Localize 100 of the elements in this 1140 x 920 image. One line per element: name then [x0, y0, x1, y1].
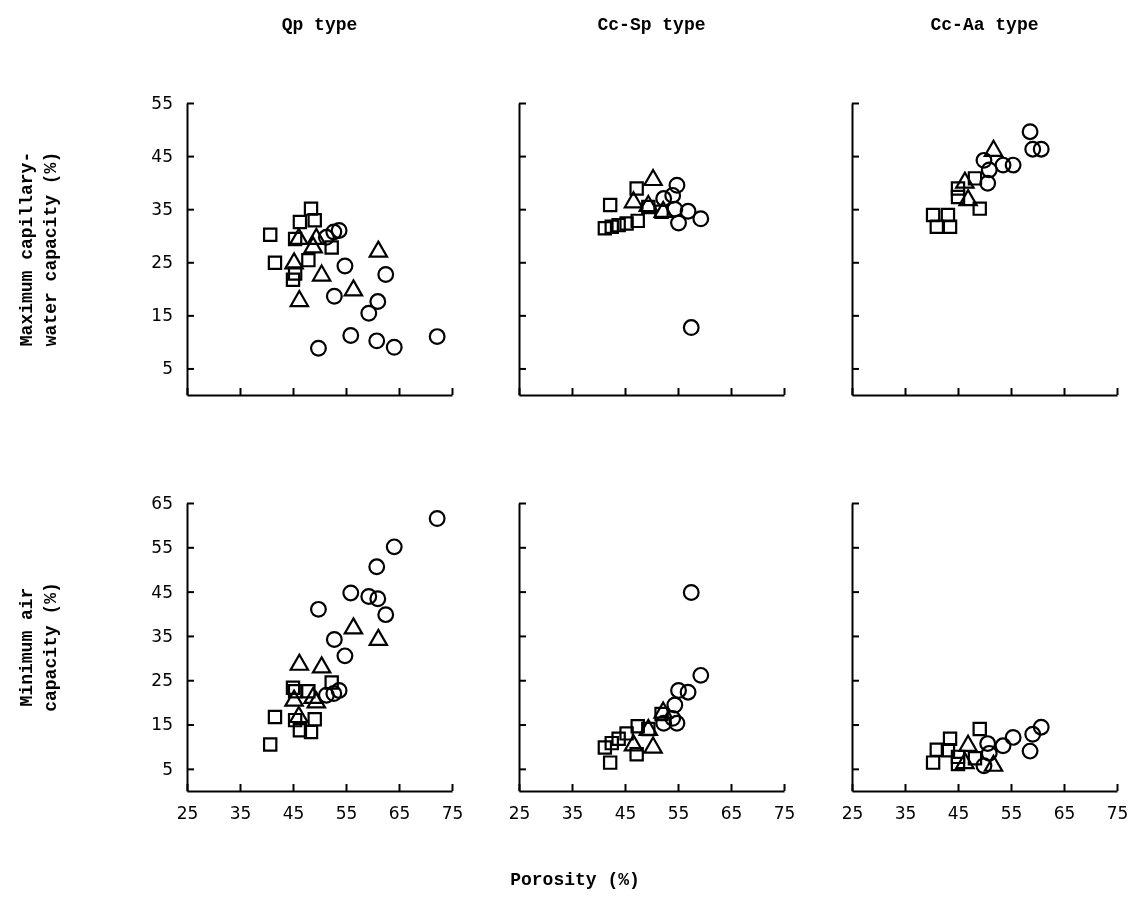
- point: [980, 744, 998, 762]
- point: [668, 176, 686, 194]
- point: [285, 272, 301, 288]
- x-tick-label: 35: [561, 803, 584, 824]
- x-tick-label: 65: [720, 803, 743, 824]
- point: [377, 606, 395, 624]
- point: [664, 186, 682, 204]
- point: [428, 510, 446, 527]
- point: [342, 584, 360, 602]
- point: [324, 675, 339, 690]
- y-tick-label: 25: [151, 670, 173, 691]
- point: [262, 737, 278, 752]
- point: [967, 750, 983, 766]
- point: [655, 190, 673, 208]
- point: [602, 197, 618, 213]
- point: [692, 210, 710, 228]
- point: [307, 712, 322, 727]
- y-tick-label: 55: [151, 537, 173, 558]
- point: [1021, 123, 1039, 141]
- point: [287, 712, 303, 728]
- point: [611, 731, 626, 746]
- point: [940, 743, 956, 758]
- point: [307, 213, 322, 228]
- point: [1032, 718, 1050, 736]
- x-tick-label: 65: [1053, 803, 1076, 824]
- point: [369, 590, 387, 608]
- point: [377, 266, 395, 283]
- point: [655, 714, 673, 732]
- y-tick-label: 35: [151, 625, 173, 646]
- chart-title: Qp type: [281, 15, 358, 35]
- x-axis-title: Porosity (%): [510, 870, 640, 890]
- x-tick-label: 35: [229, 803, 252, 824]
- point: [267, 709, 283, 725]
- x-tick-label: 75: [441, 803, 464, 824]
- point: [292, 723, 308, 738]
- x-tick-label: 25: [176, 803, 199, 824]
- y-axis-title: Minimum air capacity (%): [17, 582, 61, 712]
- point: [262, 227, 278, 242]
- y-axis-title: Maximum capillary-water capacity (%): [17, 151, 61, 347]
- y-tick-label: 55: [151, 92, 173, 113]
- point: [360, 304, 378, 322]
- point: [360, 588, 378, 605]
- y-tick-label: 25: [151, 252, 173, 273]
- point: [325, 223, 343, 241]
- x-tick-label: 75: [773, 803, 796, 824]
- point: [1024, 725, 1042, 743]
- point: [385, 538, 403, 556]
- point: [611, 217, 626, 233]
- point: [604, 219, 619, 234]
- point: [292, 214, 308, 230]
- point: [303, 201, 319, 216]
- point: [369, 293, 387, 310]
- point: [602, 755, 618, 770]
- x-tick-label: 55: [667, 803, 690, 824]
- point: [330, 221, 348, 239]
- point: [629, 181, 644, 196]
- point: [972, 721, 987, 737]
- point: [972, 201, 987, 216]
- point: [301, 252, 316, 268]
- point: [285, 680, 301, 695]
- point: [679, 202, 697, 220]
- point: [942, 731, 958, 746]
- point: [325, 631, 343, 648]
- point: [692, 666, 710, 684]
- point: [975, 151, 993, 169]
- point: [670, 681, 687, 699]
- point: [303, 724, 319, 740]
- point: [666, 200, 684, 218]
- point: [664, 709, 682, 727]
- point: [979, 174, 997, 192]
- x-tick-label: 45: [947, 803, 970, 824]
- x-tick-label: 55: [1000, 803, 1023, 824]
- point: [929, 219, 945, 234]
- point: [666, 696, 684, 714]
- point: [994, 737, 1012, 755]
- point: [975, 757, 993, 775]
- y-tick-label: 45: [151, 146, 173, 167]
- point: [287, 266, 303, 281]
- point: [1004, 156, 1022, 174]
- y-tick-label: 35: [151, 199, 173, 220]
- point: [336, 257, 354, 275]
- point: [1024, 140, 1042, 158]
- point: [324, 240, 339, 255]
- point: [317, 228, 335, 246]
- point: [309, 600, 327, 618]
- point: [368, 558, 386, 576]
- point: [619, 216, 634, 231]
- x-tick-label: 55: [335, 803, 358, 824]
- point: [994, 156, 1012, 174]
- point: [630, 213, 645, 229]
- point: [630, 719, 645, 734]
- point: [682, 584, 700, 601]
- point: [336, 647, 354, 665]
- x-tick-label: 45: [614, 803, 637, 824]
- chart-title: Cc-Sp type: [597, 15, 706, 35]
- x-tick-label: 25: [841, 803, 864, 824]
- point: [929, 742, 945, 758]
- y-tick-label: 65: [151, 492, 173, 513]
- point: [942, 219, 958, 234]
- point: [317, 686, 335, 704]
